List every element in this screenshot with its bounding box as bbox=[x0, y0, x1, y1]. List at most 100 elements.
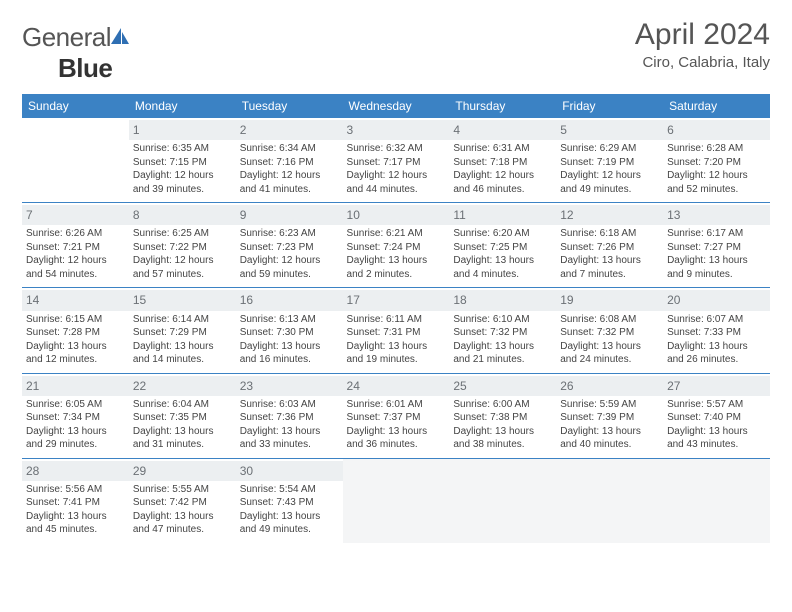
calendar-cell: 1Sunrise: 6:35 AMSunset: 7:15 PMDaylight… bbox=[129, 118, 236, 203]
weekday-header: Wednesday bbox=[343, 94, 450, 118]
logo-sail-icon bbox=[109, 22, 131, 52]
day-number: 2 bbox=[236, 120, 343, 140]
calendar-cell: 30Sunrise: 5:54 AMSunset: 7:43 PMDayligh… bbox=[236, 458, 343, 543]
calendar-cell: 17Sunrise: 6:11 AMSunset: 7:31 PMDayligh… bbox=[343, 288, 450, 373]
day-info: Sunrise: 6:08 AMSunset: 7:32 PMDaylight:… bbox=[560, 313, 659, 367]
day-number: 8 bbox=[129, 205, 236, 225]
day-info: Sunrise: 6:00 AMSunset: 7:38 PMDaylight:… bbox=[453, 398, 552, 452]
weekday-header: Saturday bbox=[663, 94, 770, 118]
calendar-table: SundayMondayTuesdayWednesdayThursdayFrid… bbox=[22, 94, 770, 543]
day-info: Sunrise: 6:25 AMSunset: 7:22 PMDaylight:… bbox=[133, 227, 232, 281]
day-info: Sunrise: 6:13 AMSunset: 7:30 PMDaylight:… bbox=[240, 313, 339, 367]
day-number: 1 bbox=[129, 120, 236, 140]
calendar-cell: 9Sunrise: 6:23 AMSunset: 7:23 PMDaylight… bbox=[236, 203, 343, 288]
day-number: 3 bbox=[343, 120, 450, 140]
calendar-cell: 22Sunrise: 6:04 AMSunset: 7:35 PMDayligh… bbox=[129, 373, 236, 458]
calendar-cell: 25Sunrise: 6:00 AMSunset: 7:38 PMDayligh… bbox=[449, 373, 556, 458]
day-info: Sunrise: 6:05 AMSunset: 7:34 PMDaylight:… bbox=[26, 398, 125, 452]
calendar-cell: 4Sunrise: 6:31 AMSunset: 7:18 PMDaylight… bbox=[449, 118, 556, 203]
day-number: 7 bbox=[22, 205, 129, 225]
day-number: 28 bbox=[22, 461, 129, 481]
day-info: Sunrise: 5:57 AMSunset: 7:40 PMDaylight:… bbox=[667, 398, 766, 452]
calendar-head: SundayMondayTuesdayWednesdayThursdayFrid… bbox=[22, 94, 770, 118]
day-number: 19 bbox=[556, 290, 663, 310]
day-info: Sunrise: 5:54 AMSunset: 7:43 PMDaylight:… bbox=[240, 483, 339, 537]
calendar-cell: 12Sunrise: 6:18 AMSunset: 7:26 PMDayligh… bbox=[556, 203, 663, 288]
day-number: 9 bbox=[236, 205, 343, 225]
day-info: Sunrise: 6:21 AMSunset: 7:24 PMDaylight:… bbox=[347, 227, 446, 281]
day-number: 10 bbox=[343, 205, 450, 225]
calendar-cell: 28Sunrise: 5:56 AMSunset: 7:41 PMDayligh… bbox=[22, 458, 129, 543]
day-info: Sunrise: 6:20 AMSunset: 7:25 PMDaylight:… bbox=[453, 227, 552, 281]
day-number: 25 bbox=[449, 376, 556, 396]
logo-word2: Blue bbox=[22, 53, 112, 83]
day-info: Sunrise: 6:35 AMSunset: 7:15 PMDaylight:… bbox=[133, 142, 232, 196]
day-number: 21 bbox=[22, 376, 129, 396]
day-number: 11 bbox=[449, 205, 556, 225]
location: Ciro, Calabria, Italy bbox=[635, 54, 770, 71]
day-number: 14 bbox=[22, 290, 129, 310]
calendar-cell: 6Sunrise: 6:28 AMSunset: 7:20 PMDaylight… bbox=[663, 118, 770, 203]
day-number: 12 bbox=[556, 205, 663, 225]
day-number: 16 bbox=[236, 290, 343, 310]
title-block: April 2024 Ciro, Calabria, Italy bbox=[635, 18, 770, 71]
day-number: 23 bbox=[236, 376, 343, 396]
day-number: 15 bbox=[129, 290, 236, 310]
calendar-cell: 2Sunrise: 6:34 AMSunset: 7:16 PMDaylight… bbox=[236, 118, 343, 203]
day-info: Sunrise: 6:31 AMSunset: 7:18 PMDaylight:… bbox=[453, 142, 552, 196]
day-info: Sunrise: 6:11 AMSunset: 7:31 PMDaylight:… bbox=[347, 313, 446, 367]
day-info: Sunrise: 6:03 AMSunset: 7:36 PMDaylight:… bbox=[240, 398, 339, 452]
day-number: 24 bbox=[343, 376, 450, 396]
day-info: Sunrise: 6:01 AMSunset: 7:37 PMDaylight:… bbox=[347, 398, 446, 452]
calendar-cell: 10Sunrise: 6:21 AMSunset: 7:24 PMDayligh… bbox=[343, 203, 450, 288]
calendar-cell bbox=[556, 458, 663, 543]
calendar-cell bbox=[343, 458, 450, 543]
day-number: 22 bbox=[129, 376, 236, 396]
calendar-cell: 16 Sunrise: 6:13 AMSunset: 7:30 PMDayligh… bbox=[236, 288, 343, 373]
day-info: Sunrise: 6:28 AMSunset: 7:20 PMDaylight:… bbox=[667, 142, 766, 196]
day-info: Sunrise: 6:29 AMSunset: 7:19 PMDaylight:… bbox=[560, 142, 659, 196]
day-number: 18 bbox=[449, 290, 556, 310]
weekday-header: Monday bbox=[129, 94, 236, 118]
day-info: Sunrise: 6:34 AMSunset: 7:16 PMDaylight:… bbox=[240, 142, 339, 196]
day-info: Sunrise: 5:55 AMSunset: 7:42 PMDaylight:… bbox=[133, 483, 232, 537]
day-number: 30 bbox=[236, 461, 343, 481]
calendar-cell: 29Sunrise: 5:55 AMSunset: 7:42 PMDayligh… bbox=[129, 458, 236, 543]
logo-word1: General bbox=[22, 22, 111, 52]
header: GeneralBlue April 2024 Ciro, Calabria, I… bbox=[22, 18, 770, 84]
calendar-cell: 14Sunrise: 6:15 AMSunset: 7:28 PMDayligh… bbox=[22, 288, 129, 373]
day-number: 26 bbox=[556, 376, 663, 396]
calendar-cell bbox=[449, 458, 556, 543]
calendar-cell: 27Sunrise: 5:57 AMSunset: 7:40 PMDayligh… bbox=[663, 373, 770, 458]
day-number: 27 bbox=[663, 376, 770, 396]
day-info: Sunrise: 6:17 AMSunset: 7:27 PMDaylight:… bbox=[667, 227, 766, 281]
day-info: Sunrise: 5:56 AMSunset: 7:41 PMDaylight:… bbox=[26, 483, 125, 537]
logo-text: GeneralBlue bbox=[22, 22, 131, 84]
day-info: Sunrise: 6:14 AMSunset: 7:29 PMDaylight:… bbox=[133, 313, 232, 367]
calendar-cell bbox=[663, 458, 770, 543]
day-number: 4 bbox=[449, 120, 556, 140]
weekday-header: Sunday bbox=[22, 94, 129, 118]
day-number: 29 bbox=[129, 461, 236, 481]
day-info: Sunrise: 6:23 AMSunset: 7:23 PMDaylight:… bbox=[240, 227, 339, 281]
calendar-cell: 24Sunrise: 6:01 AMSunset: 7:37 PMDayligh… bbox=[343, 373, 450, 458]
calendar-cell: 5Sunrise: 6:29 AMSunset: 7:19 PMDaylight… bbox=[556, 118, 663, 203]
calendar-cell: 20 Sunrise: 6:07 AMSunset: 7:33 PMDayligh… bbox=[663, 288, 770, 373]
day-info: Sunrise: 6:07 AMSunset: 7:33 PMDaylight:… bbox=[667, 313, 766, 367]
weekday-header: Friday bbox=[556, 94, 663, 118]
calendar-cell: 11Sunrise: 6:20 AMSunset: 7:25 PMDayligh… bbox=[449, 203, 556, 288]
day-info: Sunrise: 6:32 AMSunset: 7:17 PMDaylight:… bbox=[347, 142, 446, 196]
calendar-cell: 13Sunrise: 6:17 AMSunset: 7:27 PMDayligh… bbox=[663, 203, 770, 288]
calendar-cell: 21Sunrise: 6:05 AMSunset: 7:34 PMDayligh… bbox=[22, 373, 129, 458]
calendar-cell: 8Sunrise: 6:25 AMSunset: 7:22 PMDaylight… bbox=[129, 203, 236, 288]
calendar-cell: 23Sunrise: 6:03 AMSunset: 7:36 PMDayligh… bbox=[236, 373, 343, 458]
day-number: 20 bbox=[663, 290, 770, 310]
weekday-header: Thursday bbox=[449, 94, 556, 118]
calendar-body: .1Sunrise: 6:35 AMSunset: 7:15 PMDayligh… bbox=[22, 118, 770, 543]
day-number: 13 bbox=[663, 205, 770, 225]
day-info: Sunrise: 5:59 AMSunset: 7:39 PMDaylight:… bbox=[560, 398, 659, 452]
logo: GeneralBlue bbox=[22, 18, 131, 84]
weekday-header: Tuesday bbox=[236, 94, 343, 118]
calendar-cell: 19 Sunrise: 6:08 AMSunset: 7:32 PMDayligh… bbox=[556, 288, 663, 373]
day-info: Sunrise: 6:26 AMSunset: 7:21 PMDaylight:… bbox=[26, 227, 125, 281]
